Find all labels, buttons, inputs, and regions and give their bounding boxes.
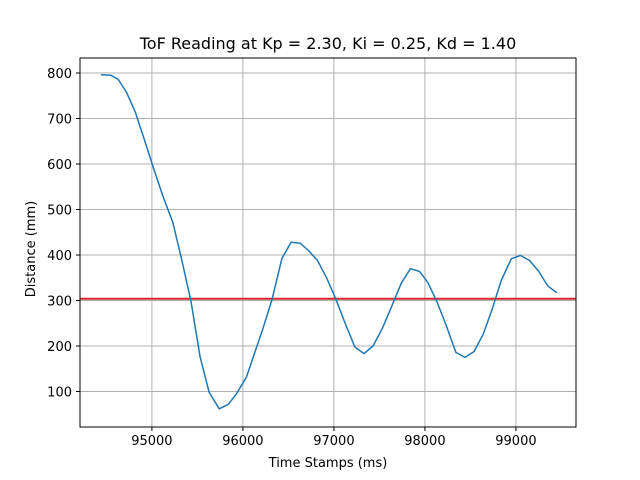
axis-ticks: 95000 96000 97000 98000 99000 100 200 300 400 500… [47,67,536,449]
x-tick-label-3: 98000 [404,434,445,449]
x-tick-label-4: 99000 [495,434,536,449]
grid-lines [80,58,576,427]
y-tick-label-6: 700 [47,113,72,128]
plot-frame [79,57,577,428]
x-tick-label-1: 96000 [222,434,263,449]
x-tick-label-0: 95000 [131,434,172,449]
plot-data [80,74,576,410]
y-tick-label-7: 800 [47,67,72,82]
y-tick-label-4: 500 [47,204,72,219]
chart-title: ToF Reading at Kp = 2.30, Ki = 0.25, Kd … [139,34,517,53]
y-tick-label-2: 300 [47,295,72,310]
x-axis-label: Time Stamps (ms) [268,456,388,471]
y-tick-label-5: 600 [47,158,72,173]
x-tick-label-2: 97000 [313,434,354,449]
y-tick-label-1: 200 [47,340,72,355]
y-tick-label-0: 100 [47,386,72,401]
distance-series-line-0 [100,74,558,410]
y-tick-label-3: 400 [47,249,72,264]
y-axis-label: Distance (mm) [24,201,39,297]
